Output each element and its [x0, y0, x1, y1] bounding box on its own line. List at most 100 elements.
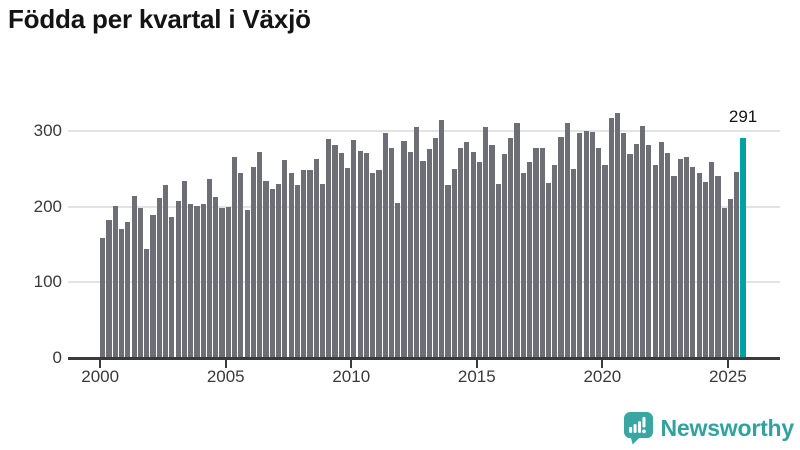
bar	[150, 214, 156, 358]
bar	[445, 185, 451, 358]
bar	[238, 172, 244, 358]
bar	[326, 139, 332, 358]
bar	[439, 120, 445, 358]
bar	[313, 158, 319, 358]
bar	[219, 208, 225, 358]
bar	[294, 185, 300, 358]
bar	[508, 137, 514, 358]
x-axis-label-2020: 2020	[583, 367, 622, 386]
bar	[175, 201, 181, 358]
bar	[420, 161, 426, 358]
bar	[357, 151, 363, 358]
bar	[608, 118, 614, 358]
x-tick-2020	[601, 359, 604, 368]
bar	[483, 127, 489, 358]
bar	[470, 152, 476, 358]
bar	[589, 131, 595, 358]
bar	[690, 167, 696, 358]
bar	[464, 142, 470, 358]
bar	[596, 147, 602, 358]
bar	[125, 221, 131, 358]
bar	[640, 125, 646, 358]
y-axis-label-300: 300	[33, 120, 62, 140]
bar	[671, 176, 677, 358]
bar	[658, 141, 665, 358]
x-axis-line	[68, 356, 780, 360]
bar	[501, 153, 508, 358]
bar	[558, 137, 564, 358]
bar	[194, 205, 200, 358]
bar	[514, 123, 520, 358]
bar	[602, 165, 608, 358]
bar	[702, 181, 708, 358]
bar	[407, 152, 413, 358]
bar	[351, 140, 357, 358]
bar	[307, 170, 313, 358]
newsworthy-wordmark: Newsworthy	[660, 414, 795, 441]
bar	[677, 158, 683, 358]
bar	[188, 204, 194, 358]
bar	[614, 112, 621, 358]
bar	[533, 148, 539, 358]
bar	[583, 130, 589, 358]
bar	[721, 208, 727, 358]
bar	[627, 154, 633, 358]
bar	[734, 171, 740, 358]
bar	[539, 147, 545, 358]
x-axis-label-2025: 2025	[708, 367, 747, 386]
bar	[696, 173, 702, 358]
bar	[162, 185, 169, 358]
bar	[370, 173, 376, 358]
newsworthy-chart-bubble-icon	[623, 412, 653, 445]
bar	[345, 168, 351, 358]
bar-highlighted	[740, 137, 746, 358]
bar	[263, 180, 269, 358]
bar	[382, 133, 388, 358]
newsworthy-logo[interactable]: Newsworthy	[623, 410, 794, 446]
bar	[213, 196, 219, 358]
bar	[633, 143, 639, 358]
bar	[414, 127, 420, 358]
bar	[144, 249, 150, 358]
bar	[520, 173, 526, 358]
bar	[257, 152, 263, 358]
bar	[665, 152, 671, 358]
bar	[570, 168, 577, 358]
x-axis-label-2005: 2005	[206, 367, 245, 386]
bar	[715, 176, 721, 358]
x-axis-label-2015: 2015	[457, 367, 496, 386]
bar	[552, 165, 558, 358]
bar	[332, 145, 338, 358]
x-tick-2005	[224, 359, 227, 368]
bar	[137, 208, 144, 358]
x-axis-label-2010: 2010	[332, 367, 371, 386]
x-tick-2010	[350, 359, 353, 368]
bar	[727, 199, 734, 358]
bar	[395, 202, 401, 358]
bar	[338, 152, 344, 358]
bar	[319, 183, 326, 358]
bar	[577, 133, 583, 358]
bar	[275, 183, 282, 358]
y-axis-label-100: 100	[33, 272, 62, 292]
bar	[131, 196, 137, 358]
bar	[288, 172, 294, 358]
bar	[709, 162, 715, 358]
bar	[100, 238, 106, 358]
bar	[244, 209, 250, 358]
bar	[225, 206, 231, 358]
bar	[376, 169, 382, 358]
bar	[489, 145, 495, 358]
bar	[545, 183, 552, 358]
x-tick-2025	[726, 359, 729, 368]
x-axis-label-2000: 2000	[81, 367, 120, 386]
gridline-300	[68, 129, 780, 132]
bar	[206, 179, 213, 358]
bar	[156, 198, 162, 358]
highlight-value-label: 291	[728, 107, 758, 126]
bar	[564, 122, 570, 358]
bar	[119, 229, 125, 358]
bar	[646, 144, 652, 358]
